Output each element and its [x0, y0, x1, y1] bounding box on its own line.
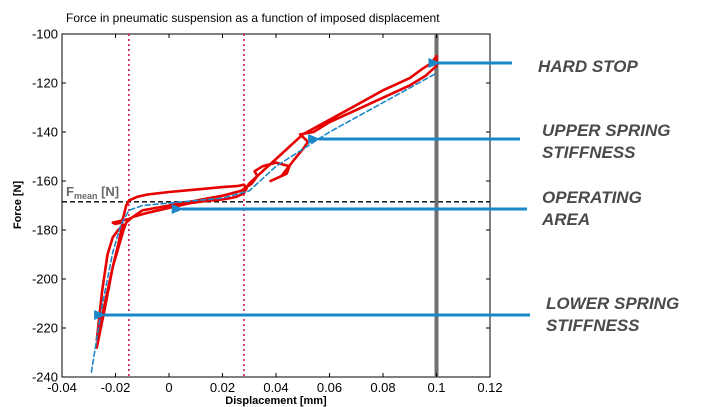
- plot-area-frame: [61, 33, 491, 378]
- chart-title: Force in pneumatic suspension as a funct…: [66, 11, 440, 25]
- y-axis-label: Force [N]: [12, 181, 24, 230]
- reference-lines: Fmean [N]: [62, 34, 490, 377]
- y-tick-label: -120: [32, 76, 58, 91]
- mean-force-label: Fmean [N]: [66, 184, 119, 201]
- x-tick-label: -0.04: [47, 380, 77, 395]
- y-tick-label: -100: [32, 27, 58, 42]
- y-tick-label: -180: [32, 223, 58, 238]
- x-tick-label: 0.12: [477, 380, 502, 395]
- y-tick-label: -140: [32, 125, 58, 140]
- callout-label: LOWER SPRING: [546, 294, 679, 313]
- callout-label: AREA: [541, 210, 590, 229]
- y-tick-label: -200: [32, 272, 58, 287]
- callout-label: STIFFNESS: [546, 316, 640, 335]
- x-tick-label: 0.1: [427, 380, 445, 395]
- callout-label: OPERATING: [542, 188, 642, 207]
- model-fit-curve: [90, 72, 438, 373]
- x-tick-label: -0.02: [101, 380, 131, 395]
- x-tick-label: 0.04: [263, 380, 288, 395]
- callout-label: HARD STOP: [538, 57, 638, 76]
- x-tick-label: 0: [165, 380, 172, 395]
- x-tick-label: 0.02: [210, 380, 235, 395]
- axes: -0.04 -0.02 0 0.02 0.04 0.06 0.08 0.1 0.12 -240 -2…: [32, 27, 503, 396]
- y-tick-label: -220: [32, 321, 58, 336]
- callout-label: UPPER SPRING: [542, 121, 670, 140]
- x-tick-label: 0.06: [317, 380, 342, 395]
- y-tick-label: -240: [32, 370, 58, 385]
- callout-label: STIFFNESS: [542, 143, 636, 162]
- y-tick-label: -160: [32, 174, 58, 189]
- x-axis-label: Displacement [mm]: [225, 395, 327, 407]
- annotations: HARD STOP UPPER SPRING STIFFNESS OPERATING A…: [94, 57, 679, 335]
- x-tick-label: 0.08: [370, 380, 395, 395]
